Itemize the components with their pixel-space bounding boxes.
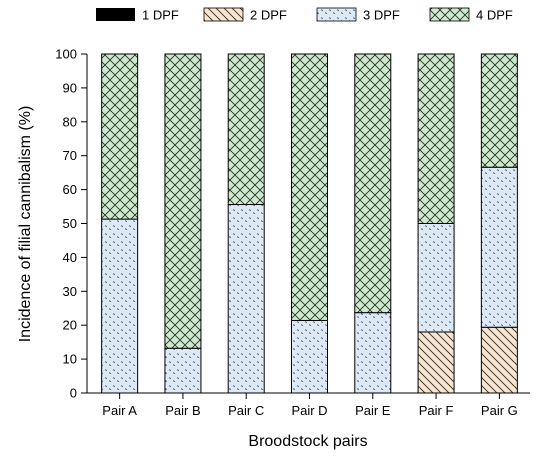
x-tick-label-pair-g: Pair G <box>481 403 518 418</box>
legend-label-3-dpf: 3 DPF <box>363 8 400 23</box>
y-tick-label-100: 100 <box>55 47 77 62</box>
bar-pair-e-3-dpf <box>354 312 392 394</box>
x-tick-label-pair-a: Pair A <box>102 403 137 418</box>
x-tick-label-pair-c: Pair C <box>228 403 264 418</box>
legend-label-4-dpf: 4 DPF <box>476 8 513 23</box>
y-ticks: 0 10 20 30 40 50 60 70 80 90 100 <box>55 47 87 401</box>
bar-pair-b-4-dpf <box>164 53 202 349</box>
bar-pair-b-3-dpf <box>164 347 202 394</box>
bar-pair-f-3-dpf <box>417 223 455 333</box>
bar-pair-d-3-dpf <box>291 319 328 394</box>
x-ticks: Pair A Pair B Pair C Pair D Pair E Pair F Pair… <box>102 393 518 418</box>
y-tick-label-50: 50 <box>63 216 77 231</box>
y-tick-label-0: 0 <box>70 386 77 401</box>
bar-pair-d-4-dpf <box>291 53 328 321</box>
bar-pair-g-3-dpf <box>480 166 518 328</box>
bar-pair-f-2-dpf <box>417 331 455 394</box>
x-axis-title: Broodstock pairs <box>248 433 367 450</box>
y-axis-title: Incidence of filial cannibalism (%) <box>17 106 34 343</box>
y-tick-label-40: 40 <box>63 250 77 265</box>
bars <box>101 53 518 394</box>
bar-pair-a-4-dpf <box>101 53 139 220</box>
legend: 1 DPF 2 DPF 3 DPF 4 DPF <box>96 8 513 23</box>
bar-pair-e-4-dpf <box>354 53 392 314</box>
bar-pair-c-4-dpf <box>227 53 265 206</box>
bar-pair-g-4-dpf <box>480 53 518 168</box>
legend-swatch-3-dpf <box>316 7 357 22</box>
x-tick-label-pair-e: Pair E <box>355 403 391 418</box>
y-tick-label-10: 10 <box>63 352 77 367</box>
bar-pair-g-2-dpf <box>480 326 518 394</box>
x-tick-label-pair-b: Pair B <box>165 403 200 418</box>
bar-pair-a-3-dpf <box>101 218 139 394</box>
x-tick-label-pair-f: Pair F <box>419 403 454 418</box>
bar-pair-f-4-dpf <box>417 53 455 224</box>
legend-label-2-dpf: 2 DPF <box>250 8 287 23</box>
y-tick-label-60: 60 <box>63 182 77 197</box>
legend-swatch-4-dpf <box>429 7 470 22</box>
y-tick-label-20: 20 <box>63 318 77 333</box>
legend-label-1-dpf: 1 DPF <box>142 8 179 23</box>
y-tick-label-80: 80 <box>63 114 77 129</box>
y-tick-label-70: 70 <box>63 148 77 163</box>
y-tick-label-90: 90 <box>63 80 77 95</box>
bar-pair-c-3-dpf <box>227 204 265 394</box>
legend-swatch-2-dpf <box>203 7 244 22</box>
y-tick-label-30: 30 <box>63 284 77 299</box>
legend-swatch-1-dpf <box>96 8 135 21</box>
x-tick-label-pair-d: Pair D <box>291 403 327 418</box>
